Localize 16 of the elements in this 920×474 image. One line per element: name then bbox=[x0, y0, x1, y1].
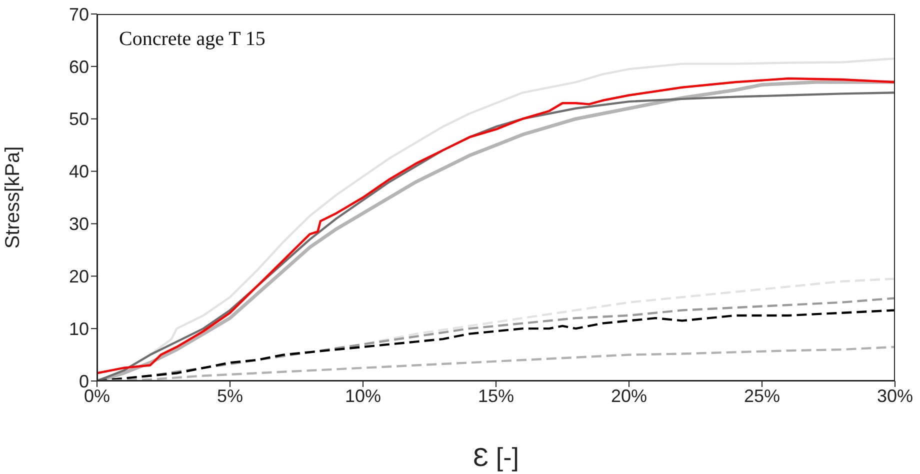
x-tick-label: 25% bbox=[744, 386, 780, 406]
x-tick-label: 20% bbox=[610, 386, 648, 406]
y-tick-label: 10 bbox=[68, 318, 89, 339]
y-tick-label: 20 bbox=[68, 266, 89, 287]
x-tick-label: 30% bbox=[876, 386, 914, 406]
x-axis-title: Ɛ [-] bbox=[472, 442, 520, 472]
annotation: Concrete age T 15 bbox=[119, 28, 266, 51]
y-tick-label: 50 bbox=[68, 109, 89, 130]
x-tick-label: 10% bbox=[344, 386, 382, 406]
y-tick-label: 60 bbox=[68, 56, 89, 77]
y-tick-label: 40 bbox=[68, 162, 89, 182]
y-tick-label: 70 bbox=[68, 4, 89, 24]
y-axis-title: Stress[kPa] bbox=[2, 146, 24, 249]
x-tick-label: 5% bbox=[216, 386, 244, 406]
x-tick-label: 15% bbox=[478, 386, 514, 406]
y-tick-label: 30 bbox=[68, 214, 89, 234]
